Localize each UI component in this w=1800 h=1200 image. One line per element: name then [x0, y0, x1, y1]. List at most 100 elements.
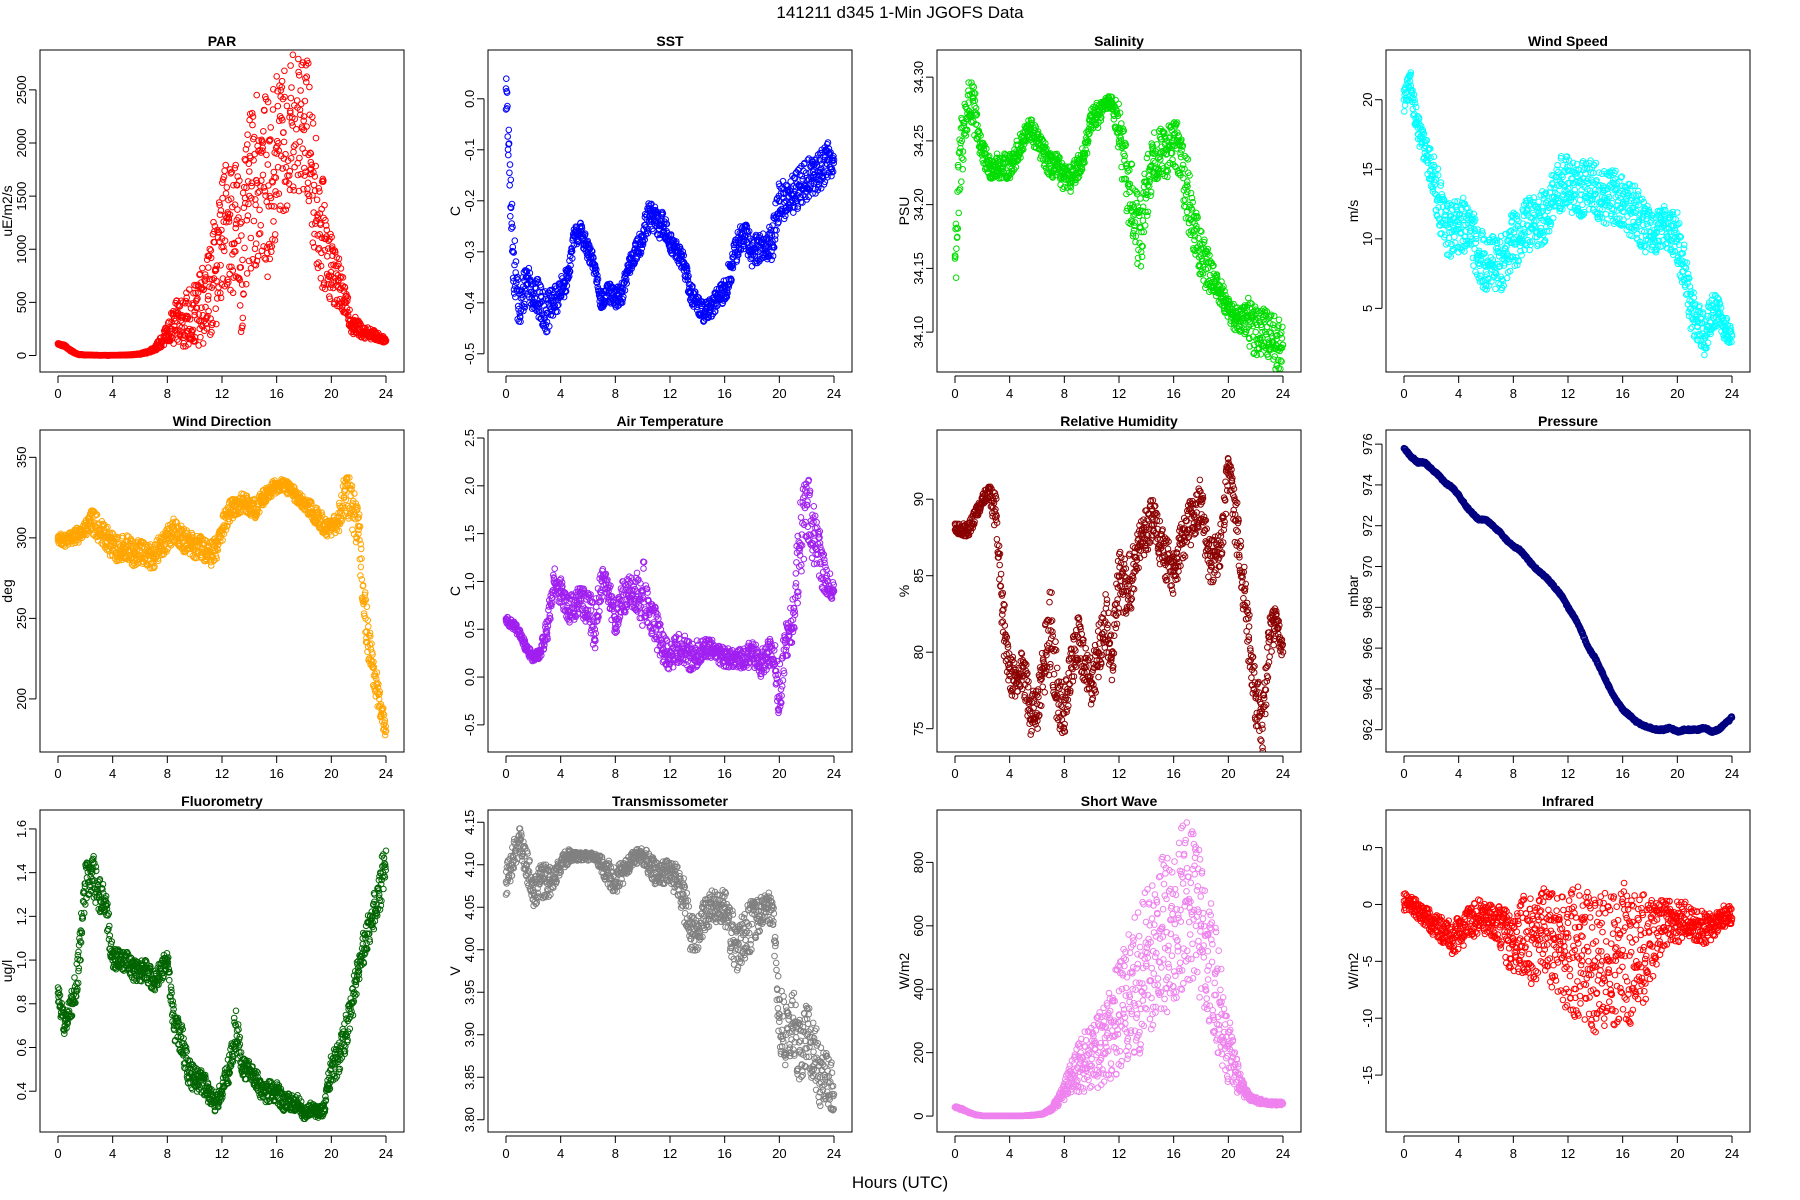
salinity-x-axis: 0 4 8 12 16 20 24 — [951, 375, 1290, 401]
salinity-point — [1156, 153, 1163, 161]
salinity-data-point — [1197, 252, 1205, 259]
sst-point — [828, 165, 836, 173]
wind-speed-point — [1401, 108, 1408, 115]
sst-data-point — [666, 238, 674, 245]
salinity-point — [1132, 238, 1139, 246]
par-points — [54, 20, 390, 359]
wind-speed-point — [1445, 251, 1452, 259]
wind-speed-point — [1655, 237, 1663, 245]
par-point — [259, 139, 267, 146]
par-data-point — [191, 311, 198, 319]
wind-speed-point — [1437, 182, 1444, 189]
wind-speed-data-point — [1721, 325, 1729, 333]
salinity-data-point — [1102, 99, 1109, 106]
par-point — [289, 183, 297, 190]
par-point — [295, 55, 302, 63]
par-point — [213, 320, 220, 328]
salinity-point — [1146, 178, 1153, 186]
par-point — [297, 87, 304, 94]
sst-data-point — [605, 289, 612, 296]
wind-speed-point — [1454, 198, 1461, 205]
salinity-data-point — [1163, 150, 1171, 157]
par-point — [211, 239, 218, 246]
par-point — [274, 87, 281, 95]
salinity-point — [1122, 141, 1130, 148]
salinity-point — [1115, 100, 1122, 108]
par-point — [256, 206, 263, 214]
par-data-point — [143, 349, 151, 356]
sst-point — [724, 289, 731, 297]
wind-speed-data-point — [1674, 235, 1681, 243]
par-point — [227, 195, 235, 202]
salinity-point — [1133, 190, 1141, 198]
par-point — [219, 275, 227, 282]
salinity-point — [1270, 356, 1277, 363]
wind-speed-point — [1462, 233, 1469, 240]
wind-speed-point — [1407, 71, 1414, 79]
salinity-point — [1251, 303, 1259, 311]
wind-speed-point — [1569, 179, 1577, 187]
sst-data-point — [523, 274, 530, 281]
salinity-point — [1268, 311, 1275, 319]
par-data-point — [362, 328, 369, 336]
par-point — [250, 133, 258, 141]
wind-speed-point — [1535, 198, 1542, 206]
par-y-tick-label: 1000 — [14, 235, 29, 264]
par-point — [195, 311, 203, 318]
par-point — [254, 189, 262, 196]
par-x-tick-label: 4 — [109, 386, 116, 401]
wind-speed-point — [1440, 197, 1448, 204]
salinity-point — [1204, 250, 1211, 257]
salinity-data-point — [1204, 265, 1212, 272]
wind-speed-y-tick-label: 5 — [1360, 305, 1375, 312]
wind-speed-point — [1451, 233, 1458, 241]
wind-speed-point — [1670, 215, 1677, 223]
wind-speed-x-tick-label: 0 — [1400, 386, 1407, 401]
par-point — [290, 143, 298, 150]
par-point — [272, 174, 280, 181]
par-point — [270, 86, 277, 93]
salinity-data-point — [1279, 341, 1287, 349]
par-point — [309, 239, 317, 246]
salinity-point — [952, 274, 960, 282]
salinity-point — [1055, 158, 1062, 166]
salinity-point — [1124, 168, 1132, 175]
salinity-point — [1128, 161, 1136, 168]
salinity-point — [1153, 175, 1160, 183]
par-point — [282, 206, 290, 213]
par-point — [337, 265, 345, 272]
wind-speed-data-point — [1489, 256, 1497, 264]
wind-speed-point — [1633, 198, 1641, 205]
par-point — [312, 134, 320, 142]
wind-speed-point — [1428, 161, 1435, 169]
wind-speed-point — [1472, 239, 1480, 247]
wind-speed-point — [1716, 300, 1724, 308]
par-point — [264, 249, 271, 257]
par-data-point — [88, 351, 96, 359]
par-data-point — [266, 192, 274, 200]
wind-speed-data-point — [1428, 166, 1435, 173]
par-point — [294, 20, 300, 26]
wind-speed-data-point — [1414, 124, 1421, 131]
par-point — [303, 73, 311, 80]
par-x-tick-label: 20 — [324, 386, 338, 401]
salinity-point — [1194, 214, 1201, 221]
salinity-point — [1123, 160, 1131, 168]
sst-data-point — [516, 309, 524, 317]
par-point — [280, 138, 288, 146]
wind-speed-point — [1660, 203, 1668, 210]
salinity-point — [1043, 145, 1050, 152]
par-data-point — [307, 150, 315, 157]
salinity-point — [1081, 159, 1088, 166]
salinity-y-tick-label: 34.25 — [911, 125, 926, 158]
salinity-point — [960, 156, 967, 163]
sst-point — [508, 200, 516, 208]
par-data-point — [177, 317, 185, 324]
par-data-point — [321, 235, 328, 242]
par-point — [252, 201, 259, 209]
par-x-axis: 0 4 8 12 16 20 24 — [54, 375, 393, 401]
sst-data-point — [789, 192, 797, 199]
salinity-point — [1083, 149, 1091, 157]
